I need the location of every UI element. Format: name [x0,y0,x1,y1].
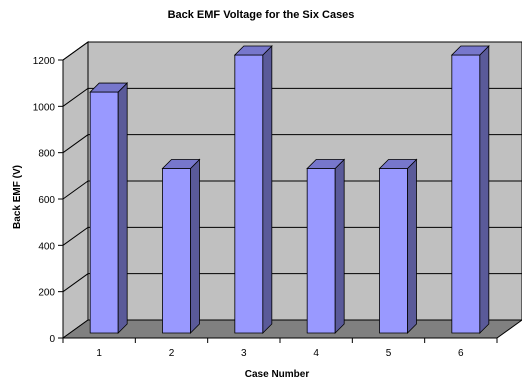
bar-top [233,45,273,56]
y-tick-label: 600 [38,195,55,206]
bar-top [378,159,418,169]
x-tick-labels: 1 2 3 4 5 6 [96,348,464,359]
bar [378,158,418,334]
bar-front [451,54,481,334]
bar-side [334,158,345,334]
gridline [62,273,522,293]
bar-top [89,82,129,93]
y-tick-label: 0 [49,334,55,345]
bar-side [190,158,200,334]
gridline [62,87,522,107]
chart-axes [58,59,498,343]
bar [233,45,273,334]
y-tick-label: 1200 [33,56,56,67]
chart-gridlines [62,41,522,293]
chart-bars [89,45,490,334]
bar-side [407,158,417,334]
bar-front [89,91,119,334]
bar [89,82,129,334]
x-tick-label: 5 [386,348,392,359]
y-tick-label: 400 [38,241,55,252]
bar-top [161,159,201,169]
y-axis-title: Back EMF (V) [12,165,23,229]
gridline [62,134,522,154]
x-tick-label: 2 [169,348,175,359]
y-tick-labels: 0 200 400 600 800 1000 1200 [33,56,56,345]
x-tick-label: 6 [458,348,464,359]
x-tick-label: 3 [241,348,247,359]
bar [450,45,490,334]
bar-side [117,82,128,334]
bar-top [450,45,490,56]
bar-side [262,45,273,334]
bar-front [379,168,408,334]
x-tick-label: 4 [313,348,319,359]
y-tick-label: 1000 [33,102,56,113]
x-tick-label: 1 [96,348,102,359]
y-tick-label: 200 [38,288,55,299]
gridline [62,41,522,61]
bar-front [306,168,336,334]
bar [161,158,201,334]
bar-front [234,54,264,334]
gridline [62,226,522,246]
gridline [62,180,522,200]
bar-side [479,45,490,334]
bar-top [306,159,346,169]
bar [306,158,346,334]
y-tick-label: 800 [38,149,55,160]
chart-title: Back EMF Voltage for the Six Cases [168,9,355,21]
bar-front [162,168,191,334]
x-axis-title: Case Number [245,369,310,380]
